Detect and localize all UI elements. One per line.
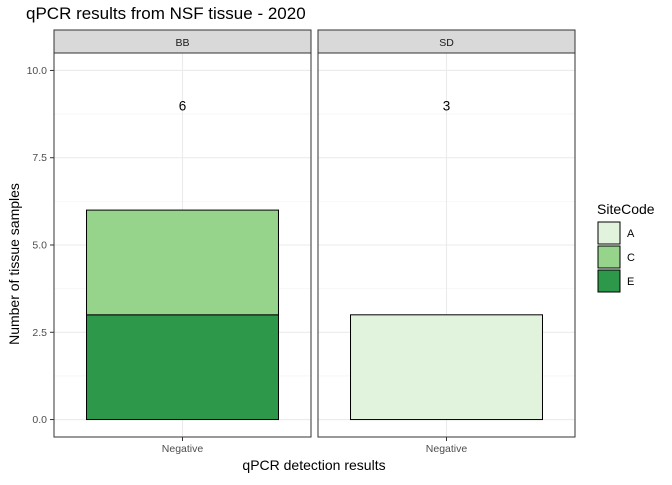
- x-tick-label: Negative: [162, 443, 204, 455]
- legend-title: SiteCode: [597, 201, 655, 217]
- bar-segment-c: [86, 209, 279, 316]
- y-tick-label: 5.0: [32, 240, 47, 252]
- bar-total-label: 6: [179, 98, 187, 113]
- legend-swatch-e: [597, 269, 621, 293]
- legend-label-e: E: [627, 276, 634, 288]
- y-tick-label: 2.5: [32, 327, 47, 339]
- facet-panel-sd: SD 3 Negative: [317, 29, 576, 455]
- y-tick-label: 7.5: [32, 152, 47, 164]
- bar-segment-e: [86, 314, 279, 421]
- legend-label-c: C: [627, 252, 635, 264]
- x-axis-title: qPCR detection results: [242, 457, 385, 473]
- legend-swatch-a: [597, 221, 621, 245]
- legend-swatch-c: [597, 245, 621, 269]
- bar-total-label: 3: [443, 98, 451, 113]
- y-tick-label: 0.0: [32, 414, 47, 426]
- y-tick-label: 10.0: [27, 65, 48, 77]
- legend-label-a: A: [627, 228, 635, 240]
- legend: SiteCode ACE: [597, 201, 655, 293]
- facet-strip-label: SD: [439, 37, 454, 49]
- bar-segment-a: [350, 314, 543, 421]
- x-tick-label: Negative: [426, 443, 468, 455]
- facet-panels: BB 6 Negative SD 3 Negative: [53, 29, 576, 455]
- facet-panel-bb: BB 6 Negative: [53, 29, 312, 455]
- facet-strip-label: BB: [175, 37, 189, 49]
- chart-title: qPCR results from NSF tissue - 2020: [26, 4, 306, 23]
- y-axis-title: Number of tissue samples: [6, 183, 22, 345]
